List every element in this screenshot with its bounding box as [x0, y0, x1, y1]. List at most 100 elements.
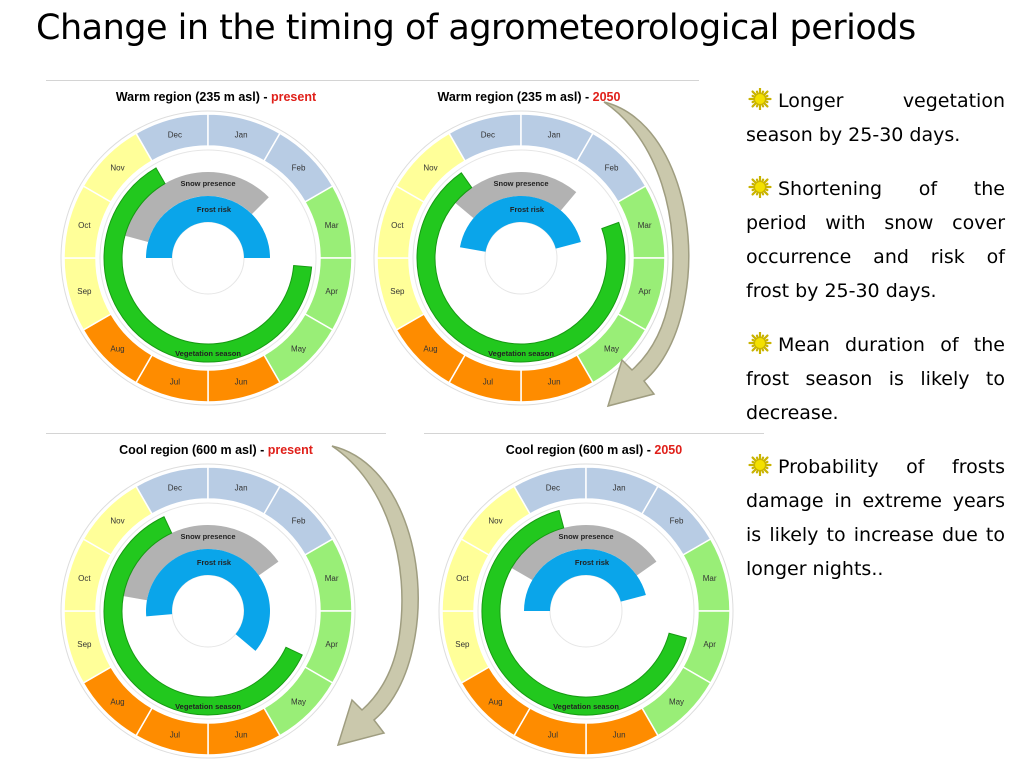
bullet-text: Mean duration of the frost season is lik…	[746, 334, 1005, 424]
outer-ring	[60, 110, 356, 406]
month-label: Aug	[488, 698, 502, 707]
month-label: Jan	[235, 130, 248, 139]
region-name: Warm region (235 m asl)	[437, 90, 582, 104]
snow-presence-label: Snow presence	[558, 532, 613, 541]
list-item: Mean duration of the frost season is lik…	[746, 328, 1005, 430]
month-label: Mar	[325, 221, 339, 230]
snow-presence-arc	[455, 172, 577, 219]
calendar-wheel-cool-2050: Cool region (600 m asl) - 2050 Dec Jan Feb…	[424, 433, 764, 773]
curved-arrow-icon	[331, 445, 419, 747]
month-label: May	[291, 345, 306, 354]
sun-burst-icon	[748, 88, 772, 110]
vegetation-season-label: Vegetation season	[175, 702, 241, 711]
month-label: Nov	[110, 516, 124, 525]
panel-title: Cool region (600 m asl) - 2050	[424, 443, 764, 457]
snow-presence-label: Snow presence	[493, 179, 548, 188]
month-segment	[460, 485, 532, 557]
calendar-wheel-warm-present: Warm region (235 m asl) - present Dec Jan…	[46, 80, 386, 420]
bullet-text: Longer vegetation season by 25-30 days.	[746, 90, 1005, 146]
month-label: Feb	[605, 163, 619, 172]
bullet-text: Probability of frosts damage in extreme …	[746, 456, 1005, 580]
month-label: Mar	[638, 221, 652, 230]
month-label: May	[604, 345, 619, 354]
month-label: Jul	[548, 731, 558, 740]
vegetation-season-arc	[103, 167, 313, 363]
snow-presence-label: Snow presence	[180, 532, 235, 541]
month-label: Aug	[110, 698, 124, 707]
curved-arrow-icon	[603, 101, 690, 408]
period-label: 2050	[654, 443, 683, 457]
month-label: Jan	[235, 483, 248, 492]
frost-risk-arc	[524, 549, 646, 611]
month-label: Jul	[170, 378, 180, 387]
sun-burst-icon	[748, 454, 772, 476]
month-segment	[395, 132, 467, 204]
region-name: Cool region (600 m asl)	[505, 443, 644, 457]
month-label: Apr	[703, 640, 716, 649]
month-label: Sep	[455, 640, 470, 649]
month-label: Jan	[613, 483, 626, 492]
frost-risk-label: Frost risk	[575, 558, 610, 567]
outer-ring	[60, 463, 356, 759]
guide-ring	[484, 221, 558, 295]
sun-burst-icon	[748, 332, 772, 354]
month-label: Dec	[481, 130, 495, 139]
month-label: Oct	[78, 221, 91, 230]
month-label: Nov	[488, 516, 502, 525]
calendar-wheel: Dec Jan Feb Mar Apr May Jun Jul Aug Sep Oct Nov Snow…	[438, 463, 734, 759]
frost-risk-label: Frost risk	[510, 205, 545, 214]
guide-ring	[171, 574, 245, 648]
snow-presence-arc	[123, 525, 279, 601]
month-label: Feb	[670, 516, 684, 525]
month-label: Oct	[456, 574, 469, 583]
month-label: Jun	[613, 731, 626, 740]
month-label: Nov	[110, 163, 124, 172]
findings-list: Longer vegetation season by 25-30 days. …	[746, 84, 1005, 606]
snow-presence-label: Snow presence	[180, 179, 235, 188]
calendar-wheel: Dec Jan Feb Mar Apr May Jun Jul Aug Sep Oct Nov Snow…	[373, 110, 669, 406]
month-label: Oct	[391, 221, 404, 230]
snow-presence-arc	[124, 172, 269, 242]
title-dash: -	[581, 90, 593, 104]
frost-risk-arc	[146, 196, 270, 258]
month-label: Apr	[638, 287, 651, 296]
frost-risk-arc	[146, 548, 270, 651]
guide-ring	[99, 502, 317, 720]
frost-risk-label: Frost risk	[197, 205, 232, 214]
month-segment	[82, 132, 154, 204]
month-label: Nov	[423, 163, 437, 172]
month-label: Jun	[548, 378, 561, 387]
month-label: Feb	[292, 516, 306, 525]
month-label: Aug	[423, 345, 437, 354]
vegetation-season-arc	[481, 509, 688, 716]
month-label: Mar	[703, 574, 717, 583]
panel-title: Warm region (235 m asl) - 2050	[359, 90, 699, 104]
panel-divider	[46, 80, 386, 81]
page-title: Change in the timing of agrometeorologic…	[36, 8, 916, 48]
month-label: Sep	[77, 640, 92, 649]
calendar-wheel: Dec Jan Feb Mar Apr May Jun Jul Aug Sep Oct Nov Snow…	[60, 463, 356, 759]
outer-ring	[438, 463, 734, 759]
frost-risk-label: Frost risk	[197, 558, 232, 567]
month-label: Dec	[546, 483, 560, 492]
month-label: Jun	[235, 378, 248, 387]
month-label: Oct	[78, 574, 91, 583]
period-label: 2050	[592, 90, 621, 104]
month-label: Apr	[325, 287, 338, 296]
month-label: Apr	[325, 640, 338, 649]
month-label: Sep	[390, 287, 405, 296]
guide-ring	[171, 221, 245, 295]
vegetation-season-label: Vegetation season	[175, 349, 241, 358]
calendar-wheel-cool-present: Cool region (600 m asl) - present Dec Jan…	[46, 433, 386, 773]
month-label: May	[291, 698, 306, 707]
month-label: May	[669, 698, 684, 707]
month-segment	[82, 485, 154, 557]
vegetation-season-label: Vegetation season	[488, 349, 554, 358]
period-label: present	[267, 443, 313, 457]
outer-ring	[373, 110, 669, 406]
month-label: Jan	[548, 130, 561, 139]
vegetation-season-arc	[103, 516, 303, 716]
panel-title: Warm region (235 m asl) - present	[46, 90, 386, 104]
calendar-wheel-warm-2050: Warm region (235 m asl) - 2050 Dec Jan Feb…	[359, 80, 699, 420]
month-label: Jun	[235, 731, 248, 740]
